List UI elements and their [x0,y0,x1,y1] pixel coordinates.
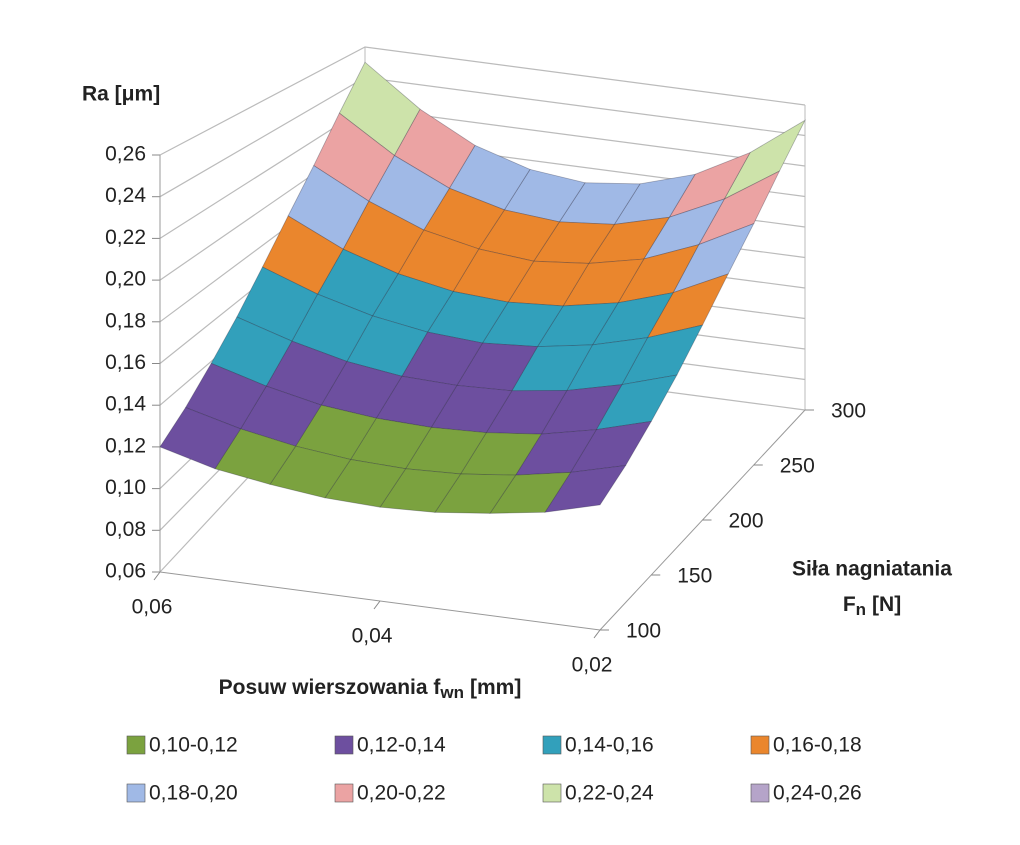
legend-swatch [334,735,354,755]
z-tick-label: 0,06 [105,560,146,583]
legend-label: 0,18-0,20 [149,782,238,805]
x-tick-label: 0,02 [572,654,613,677]
legend-swatch [334,783,354,803]
legend-label: 0,16-0,18 [773,734,862,757]
x-axis-label: Posuw wierszowania fwn [mm] [219,676,522,703]
y-tick-label: 250 [780,455,815,478]
legend-label: 0,20-0,22 [357,782,446,805]
z-tick-label: 0,16 [105,351,146,374]
z-tick-label: 0,18 [105,309,146,332]
legend-label: 0,12-0,14 [357,734,446,757]
z-tick-label: 0,20 [105,268,146,291]
y-tick-label: 200 [729,510,764,533]
legend-label: 0,10-0,12 [149,734,238,757]
legend-label: 0,22-0,24 [565,782,654,805]
surface-cell [287,164,370,250]
x-tick [153,571,161,581]
surface-cell [185,362,267,430]
x-tick-label: 0,06 [132,596,173,619]
z-tick-label: 0,10 [105,476,146,499]
legend-swatch [126,735,146,755]
surface-cell [338,61,421,157]
z-tick-label: 0,26 [105,143,146,166]
surface-cell [159,406,242,470]
y-tick-label: 300 [831,400,866,423]
legend-swatch [542,735,562,755]
y-tick-label: 100 [626,620,661,643]
legend-swatch [126,783,146,803]
grid-line [159,46,806,156]
surface-cell [236,266,319,342]
legend-label: 0,14-0,16 [565,734,654,757]
y-axis-label-unit: Fn [N] [843,593,901,620]
z-tick-label: 0,22 [105,226,146,249]
surface-cell [313,112,395,202]
z-tick-label: 0,24 [105,184,146,207]
x-tick [593,629,601,639]
legend-swatch [750,783,770,803]
x-tick [373,600,381,610]
z-tick-label: 0,14 [105,393,146,416]
z-tick-label: 0,08 [105,518,146,541]
y-axis-label: Siła nagniatania [792,558,952,581]
z-tick-label: 0,12 [105,434,146,457]
legend-swatch [542,783,562,803]
x-tick-label: 0,04 [352,625,393,648]
legend-swatch [750,735,770,755]
z-axis-label: Ra [μm] [82,83,160,106]
legend-label: 0,24-0,26 [773,782,862,805]
surface-cell [261,215,344,295]
y-tick-label: 150 [677,565,712,588]
